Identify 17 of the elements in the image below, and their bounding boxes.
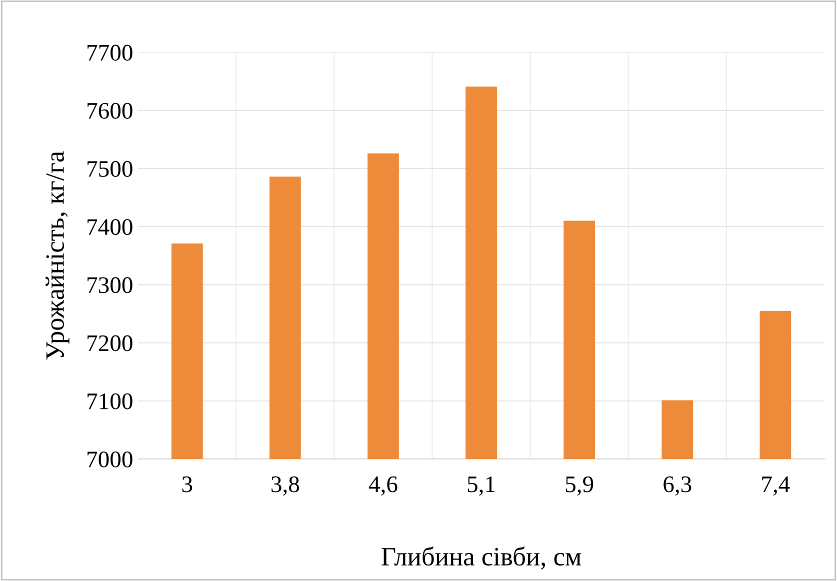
y-tick-label: 7400: [88, 219, 132, 236]
y-tick-label: 7200: [88, 335, 132, 352]
x-tick-label: 7,4: [762, 476, 790, 496]
x-axis-title: Глибина сівби, см: [382, 546, 582, 570]
y-tick-label: 7700: [88, 44, 132, 61]
y-tick-label: 7600: [88, 102, 132, 119]
x-tick-label: 3,8: [272, 476, 300, 496]
y-tick-label: 7500: [88, 160, 132, 177]
y-tick-label: 7100: [88, 393, 132, 410]
x-tick-label: 5,9: [566, 476, 594, 496]
y-tick-label: 7300: [88, 277, 132, 294]
x-tick-label: 3: [182, 476, 192, 492]
x-tick-label: 5,1: [468, 476, 495, 496]
x-tick-label: 4,6: [368, 476, 398, 496]
y-axis-title: Урожайність, кг/га: [46, 151, 70, 360]
x-tick-label: 6,3: [664, 476, 692, 496]
y-tick-label: 7000: [88, 451, 132, 468]
